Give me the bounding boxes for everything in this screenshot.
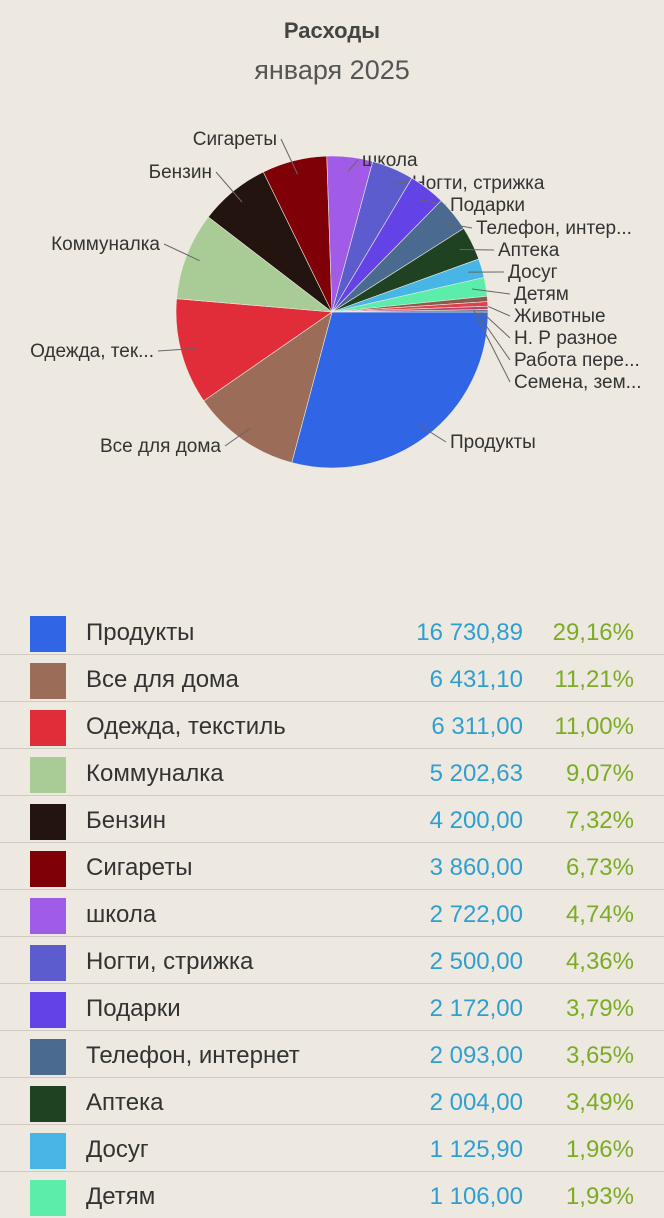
category-amount: 4 200,00: [430, 807, 523, 835]
pie-chart[interactable]: Продукты Все для дома Одежда, тек... Коммун…: [0, 0, 664, 520]
legend-row[interactable]: Аптека 2 004,00 3,49%: [0, 1078, 664, 1125]
legend-row[interactable]: Бензин 4 200,00 7,32%: [0, 796, 664, 843]
slice-label: Бензин: [149, 162, 212, 183]
category-percent: 3,79%: [566, 995, 634, 1023]
category-name: Бензин: [86, 807, 166, 835]
color-swatch: [30, 851, 66, 887]
color-swatch: [30, 1180, 66, 1216]
legend-row[interactable]: Подарки 2 172,00 3,79%: [0, 984, 664, 1031]
category-name: Все для дома: [86, 666, 239, 694]
category-percent: 1,93%: [566, 1183, 634, 1211]
color-swatch: [30, 945, 66, 981]
category-name: Коммуналка: [86, 760, 224, 788]
category-percent: 6,73%: [566, 854, 634, 882]
category-amount: 2 722,00: [430, 901, 523, 929]
category-amount: 1 106,00: [430, 1183, 523, 1211]
category-amount: 6 311,00: [431, 713, 523, 741]
slice-label: Продукты: [450, 432, 536, 453]
category-amount: 1 125,90: [430, 1136, 523, 1164]
legend-row[interactable]: Все для дома 6 431,10 11,21%: [0, 655, 664, 702]
category-amount: 2 172,00: [430, 995, 523, 1023]
legend-row[interactable]: Детям 1 106,00 1,93%: [0, 1172, 664, 1218]
legend-row[interactable]: Сигареты 3 860,00 6,73%: [0, 843, 664, 890]
category-name: Детям: [86, 1183, 155, 1211]
slice-label: Подарки: [450, 195, 525, 216]
category-percent: 1,96%: [566, 1136, 634, 1164]
color-swatch: [30, 804, 66, 840]
category-percent: 7,32%: [566, 807, 634, 835]
category-name: Ногти, стрижка: [86, 948, 253, 976]
category-percent: 4,74%: [566, 901, 634, 929]
category-name: Телефон, интернет: [86, 1042, 300, 1070]
category-amount: 2 093,00: [430, 1042, 523, 1070]
category-percent: 11,00%: [554, 713, 634, 741]
category-percent: 3,65%: [566, 1042, 634, 1070]
color-swatch: [30, 663, 66, 699]
slice-label: Н. Р разное: [514, 328, 618, 349]
category-percent: 9,07%: [566, 760, 634, 788]
category-amount: 5 202,63: [430, 760, 523, 788]
slice-label: Коммуналка: [51, 234, 160, 255]
category-percent: 3,49%: [566, 1089, 634, 1117]
category-name: Одежда, текстиль: [86, 713, 286, 741]
legend-row[interactable]: школа 2 722,00 4,74%: [0, 890, 664, 937]
slice-label: Животные: [514, 306, 606, 327]
color-swatch: [30, 1133, 66, 1169]
legend-row[interactable]: Продукты 16 730,89 29,16%: [0, 608, 664, 655]
category-name: Досуг: [86, 1136, 149, 1164]
category-name: Подарки: [86, 995, 181, 1023]
category-name: Продукты: [86, 619, 194, 647]
category-amount: 3 860,00: [430, 854, 523, 882]
color-swatch: [30, 992, 66, 1028]
category-percent: 29,16%: [553, 619, 634, 647]
category-percent: 4,36%: [566, 948, 634, 976]
slice-label: Семена, зем...: [514, 372, 642, 393]
color-swatch: [30, 710, 66, 746]
color-swatch: [30, 1086, 66, 1122]
legend-row[interactable]: Ногти, стрижка 2 500,00 4,36%: [0, 937, 664, 984]
color-swatch: [30, 898, 66, 934]
category-amount: 2 004,00: [430, 1089, 523, 1117]
category-amount: 6 431,10: [430, 666, 523, 694]
slice-label: Детям: [514, 284, 569, 305]
legend-row[interactable]: Телефон, интернет 2 093,00 3,65%: [0, 1031, 664, 1078]
legend-row[interactable]: Досуг 1 125,90 1,96%: [0, 1125, 664, 1172]
legend-row[interactable]: Одежда, текстиль 6 311,00 11,00%: [0, 702, 664, 749]
category-name: Аптека: [86, 1089, 163, 1117]
slice-label: Телефон, интер...: [476, 218, 632, 239]
category-name: Сигареты: [86, 854, 192, 882]
legend-row[interactable]: Коммуналка 5 202,63 9,07%: [0, 749, 664, 796]
color-swatch: [30, 1039, 66, 1075]
slice-label: Одежда, тек...: [30, 341, 154, 362]
slice-label: Работа пере...: [514, 350, 640, 371]
slice-label: Ногти, стрижка: [412, 173, 545, 194]
leader-line: [459, 249, 494, 250]
legend-table: Продукты 16 730,89 29,16% Все для дома 6 431…: [0, 608, 664, 1218]
category-percent: 11,21%: [554, 666, 634, 694]
slice-label: Аптека: [498, 240, 560, 261]
category-name: школа: [86, 901, 156, 929]
category-amount: 2 500,00: [430, 948, 523, 976]
color-swatch: [30, 616, 66, 652]
slice-label: Сигареты: [193, 129, 277, 150]
color-swatch: [30, 757, 66, 793]
category-amount: 16 730,89: [416, 619, 523, 647]
slice-label: Все для дома: [100, 436, 221, 457]
slice-label: Досуг: [508, 262, 558, 283]
